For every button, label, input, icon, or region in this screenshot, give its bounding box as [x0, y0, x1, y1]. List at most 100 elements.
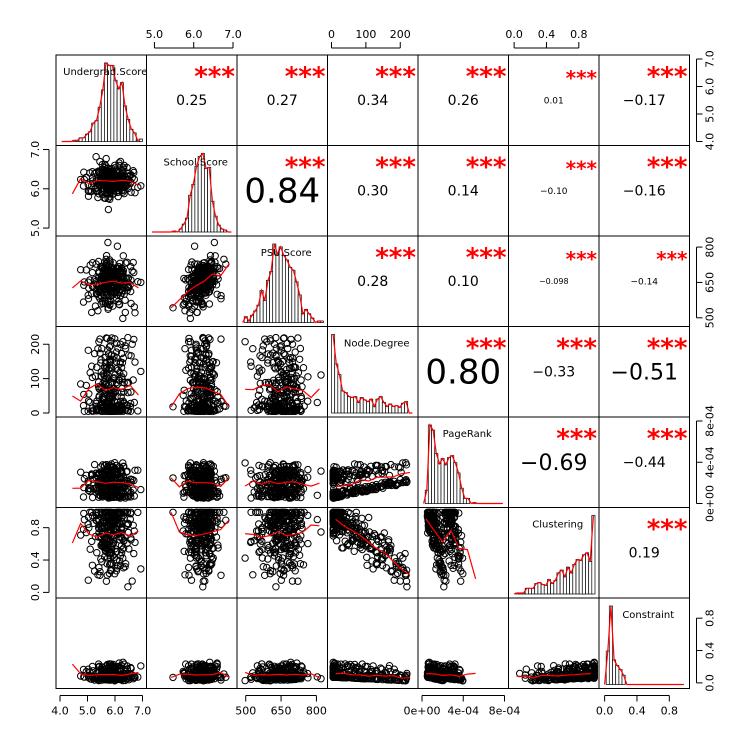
scatter-point — [127, 299, 135, 308]
scatter-point — [127, 388, 135, 396]
scatter-point — [193, 385, 202, 393]
scatter-point — [109, 374, 118, 383]
scatter-point — [134, 508, 142, 517]
scatter-point — [285, 364, 294, 372]
scatter-point — [102, 577, 111, 585]
scatter-point — [241, 338, 249, 346]
scatter-point — [112, 166, 121, 174]
smooth-fit-line — [72, 383, 139, 402]
scatter-point — [317, 467, 325, 475]
scatter-point — [116, 157, 125, 166]
scatter-point — [212, 359, 221, 367]
scatter-point — [193, 260, 202, 268]
scatter-point — [79, 182, 88, 190]
scatter-point — [332, 537, 341, 545]
scatter-point — [127, 188, 135, 196]
scatter-point — [220, 508, 228, 516]
scatter-point — [84, 295, 93, 303]
scatter-point — [317, 371, 325, 379]
scatter-point — [95, 563, 103, 572]
scatter-point — [93, 549, 101, 557]
scatter-point — [88, 475, 97, 483]
smooth-fit-line — [71, 177, 139, 195]
scatter-point — [222, 260, 230, 268]
scatter-point — [128, 267, 136, 275]
scatter-point — [276, 343, 284, 351]
scatter-point — [137, 565, 145, 573]
scatter-point — [128, 340, 136, 348]
scatter-point — [97, 368, 106, 376]
scatter-point — [95, 393, 103, 401]
scatter-point — [126, 399, 135, 408]
scatter-point — [106, 355, 114, 363]
scatter-point — [123, 283, 132, 291]
scatter-point — [102, 190, 111, 198]
scatter-point — [184, 404, 193, 412]
scatter-point — [206, 335, 214, 344]
scatter-point — [186, 358, 194, 366]
scatter-point — [130, 268, 138, 277]
scatter-point — [113, 242, 122, 250]
scatter-point — [304, 397, 312, 405]
scatter-point — [129, 258, 137, 267]
scatter-point — [197, 375, 206, 383]
scatter-point — [104, 381, 113, 389]
scatter-point — [291, 348, 299, 356]
scatter-point — [128, 577, 136, 585]
scatter-point — [295, 388, 304, 396]
scatter-point — [282, 373, 290, 381]
scatter-point — [215, 264, 224, 273]
scatter-point — [255, 364, 263, 372]
scatter-point — [254, 391, 263, 399]
scatter-point — [137, 367, 145, 376]
scatter-point — [206, 386, 215, 394]
scatter-point — [118, 402, 126, 410]
scatter-point — [247, 466, 255, 474]
scatter-point — [299, 364, 308, 372]
scatter-point — [192, 340, 200, 348]
scatter-point — [199, 360, 208, 368]
scatter-point — [317, 528, 325, 536]
scatter-point — [207, 257, 216, 266]
scatter-point — [249, 345, 257, 353]
scatter-point — [77, 468, 85, 476]
scatter-point — [88, 289, 96, 298]
scatter-point — [107, 364, 116, 372]
scatter-point — [96, 295, 104, 303]
scatter-point — [350, 547, 358, 555]
scatter-point — [77, 380, 85, 388]
scatter-point — [209, 407, 218, 415]
smooth-fit-line — [245, 384, 320, 399]
scatter-point — [208, 358, 217, 366]
scatter-point — [184, 274, 192, 283]
panel-6-6 — [598, 597, 690, 689]
scatter-point — [192, 397, 201, 406]
scatter-point — [112, 284, 121, 292]
scatter-point — [284, 375, 292, 383]
scatter-point — [92, 153, 100, 161]
scatter-point — [137, 662, 145, 670]
scatter-point — [252, 403, 260, 411]
scatter-point — [211, 386, 219, 394]
scatter-point — [88, 268, 97, 277]
scatter-point — [278, 357, 287, 366]
scatter-point — [259, 342, 267, 350]
scatter-point — [259, 401, 267, 409]
scatter-point — [94, 345, 102, 353]
scatter-point — [185, 334, 193, 343]
scatter-point — [253, 372, 262, 380]
scatter-point — [130, 398, 139, 407]
scatter-point — [280, 349, 288, 358]
scatter-panel-2-1 — [169, 238, 230, 323]
scatter-point — [295, 355, 304, 363]
scatter-panel-6-3 — [329, 658, 411, 685]
scatter-point — [294, 369, 303, 377]
scatter-point — [193, 367, 201, 376]
scatter-point — [118, 406, 126, 414]
scatter-point — [88, 470, 96, 478]
scatter-point — [217, 335, 225, 343]
scatter-point — [205, 393, 214, 401]
scatter-point — [84, 397, 93, 405]
scatter-point — [119, 314, 127, 323]
scatter-point — [186, 309, 194, 317]
